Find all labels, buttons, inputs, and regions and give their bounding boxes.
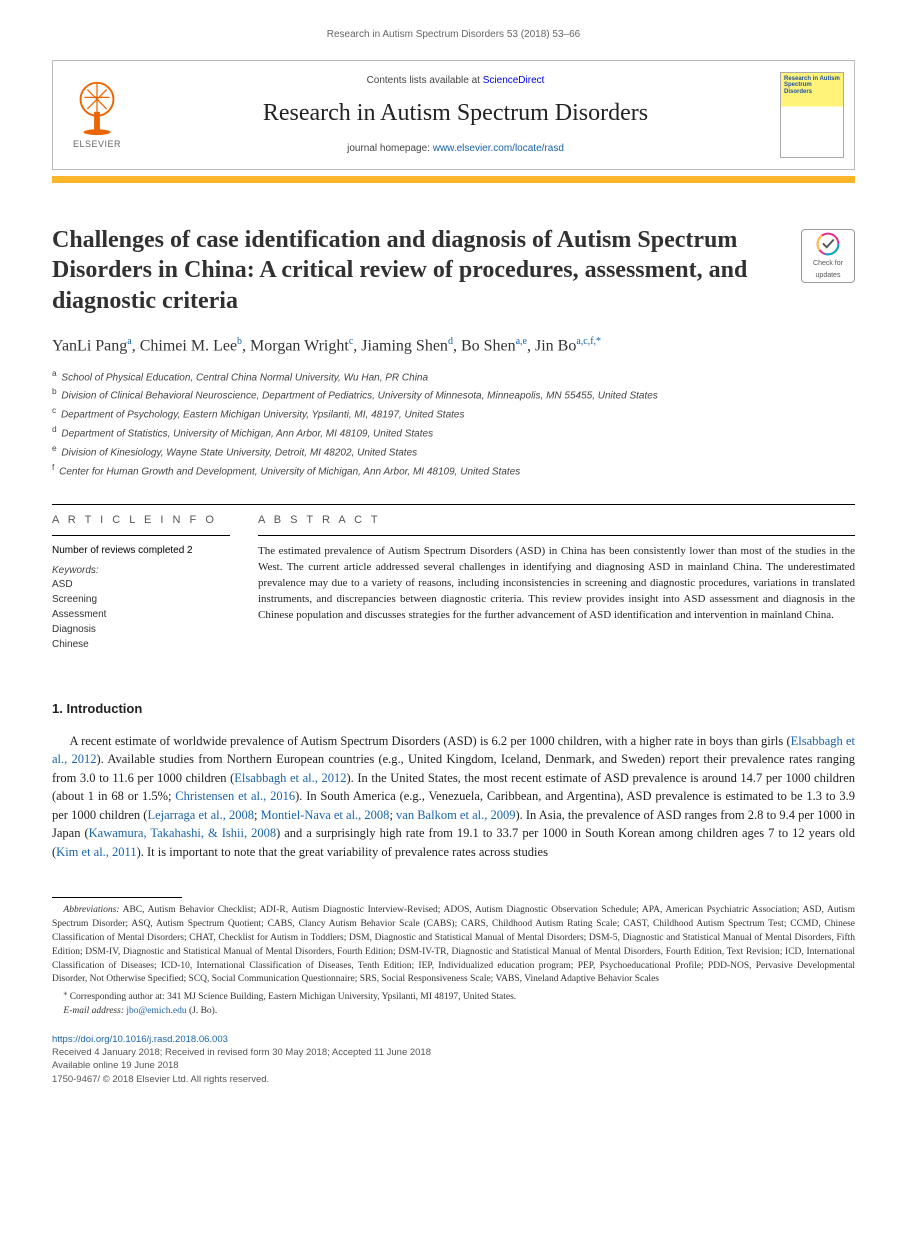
abstract-column: A B S T R A C T The estimated prevalence…	[258, 505, 855, 653]
cover-title: Research in Autism Spectrum Disorders	[784, 76, 840, 96]
journal-cover-block: Research in Autism Spectrum Disorders	[770, 61, 854, 169]
affiliation-item: d Department of Statistics, University o…	[52, 423, 855, 442]
publisher-logo-block: ELSEVIER	[53, 61, 141, 169]
keyword-item: Chinese	[52, 637, 230, 652]
sciencedirect-link[interactable]: ScienceDirect	[483, 75, 545, 86]
intro-paragraph: A recent estimate of worldwide prevalenc…	[52, 732, 855, 862]
corr-email-link[interactable]: jbo@emich.edu	[126, 1006, 186, 1016]
affiliation-item: c Department of Psychology, Eastern Mich…	[52, 404, 855, 423]
abbreviations-footnote: Abbreviations: ABC, Autism Behavior Chec…	[52, 904, 855, 987]
affiliation-item: f Center for Human Growth and Developmen…	[52, 461, 855, 480]
info-abstract-row: A R T I C L E I N F O Number of reviews …	[52, 504, 855, 653]
article-title: Challenges of case identification and di…	[52, 225, 785, 317]
keyword-item: Assessment	[52, 607, 230, 622]
keyword-item: Screening	[52, 592, 230, 607]
affiliation-item: a School of Physical Education, Central …	[52, 367, 855, 386]
doi-block: https://doi.org/10.1016/j.rasd.2018.06.0…	[52, 1033, 855, 1086]
corresponding-author-footnote: ⁎ Corresponding author at: 341 MJ Scienc…	[52, 987, 855, 1005]
crossmark-line2: updates	[816, 271, 841, 280]
elsevier-tree-icon	[71, 78, 123, 136]
article-info-head: A R T I C L E I N F O	[52, 513, 230, 528]
contents-prefix: Contents lists available at	[367, 75, 483, 86]
running-head: Research in Autism Spectrum Disorders 53…	[52, 28, 855, 42]
reviews-line: Number of reviews completed 2	[52, 544, 230, 558]
section-1-heading: 1. Introduction	[52, 700, 855, 718]
abbrev-label: Abbreviations:	[63, 905, 119, 915]
affiliation-list: a School of Physical Education, Central …	[52, 367, 855, 480]
publisher-name: ELSEVIER	[73, 138, 121, 150]
footnotes-block: Abbreviations: ABC, Autism Behavior Chec…	[52, 904, 855, 1018]
info-divider	[52, 535, 230, 536]
abstract-divider	[258, 535, 855, 536]
keyword-item: Diagnosis	[52, 622, 230, 637]
homepage-prefix: journal homepage:	[347, 143, 433, 154]
title-row: Challenges of case identification and di…	[52, 225, 855, 317]
crossmark-icon	[815, 231, 841, 257]
accent-bar	[52, 176, 855, 183]
keywords-list: ASDScreeningAssessmentDiagnosisChinese	[52, 577, 230, 652]
journal-masthead: ELSEVIER Contents lists available at Sci…	[52, 60, 855, 170]
abstract-text: The estimated prevalence of Autism Spect…	[258, 544, 855, 624]
email-suffix: (J. Bo).	[187, 1006, 218, 1016]
received-line: Received 4 January 2018; Received in rev…	[52, 1046, 855, 1059]
email-label: E-mail address:	[63, 1006, 124, 1016]
online-line: Available online 19 June 2018	[52, 1059, 855, 1072]
keywords-head: Keywords:	[52, 564, 230, 578]
crossmark-line1: Check for	[813, 259, 843, 268]
footnote-rule	[52, 897, 182, 898]
copyright-line: 1750-9467/ © 2018 Elsevier Ltd. All righ…	[52, 1073, 855, 1086]
abstract-head: A B S T R A C T	[258, 513, 855, 528]
keyword-item: ASD	[52, 577, 230, 592]
contents-available-line: Contents lists available at ScienceDirec…	[367, 74, 545, 88]
journal-name: Research in Autism Spectrum Disorders	[263, 97, 648, 129]
author-list: YanLi Panga, Chimei M. Leeb, Morgan Wrig…	[52, 335, 855, 357]
journal-homepage-link[interactable]: www.elsevier.com/locate/rasd	[433, 143, 564, 154]
article-info-column: A R T I C L E I N F O Number of reviews …	[52, 505, 230, 653]
abbrev-text: ABC, Autism Behavior Checklist; ADI-R, A…	[52, 905, 855, 984]
masthead-center: Contents lists available at ScienceDirec…	[141, 61, 770, 169]
affiliation-item: b Division of Clinical Behavioral Neuros…	[52, 385, 855, 404]
doi-link[interactable]: https://doi.org/10.1016/j.rasd.2018.06.0…	[52, 1034, 228, 1045]
email-footnote: E-mail address: jbo@emich.edu (J. Bo).	[52, 1005, 855, 1019]
corr-symbol: ⁎	[63, 988, 67, 997]
journal-homepage-line: journal homepage: www.elsevier.com/locat…	[347, 142, 564, 156]
crossmark-badge[interactable]: Check for updates	[801, 229, 855, 283]
journal-cover-thumb: Research in Autism Spectrum Disorders	[780, 72, 844, 158]
corr-text: Corresponding author at: 341 MJ Science …	[70, 992, 516, 1002]
affiliation-item: e Division of Kinesiology, Wayne State U…	[52, 442, 855, 461]
